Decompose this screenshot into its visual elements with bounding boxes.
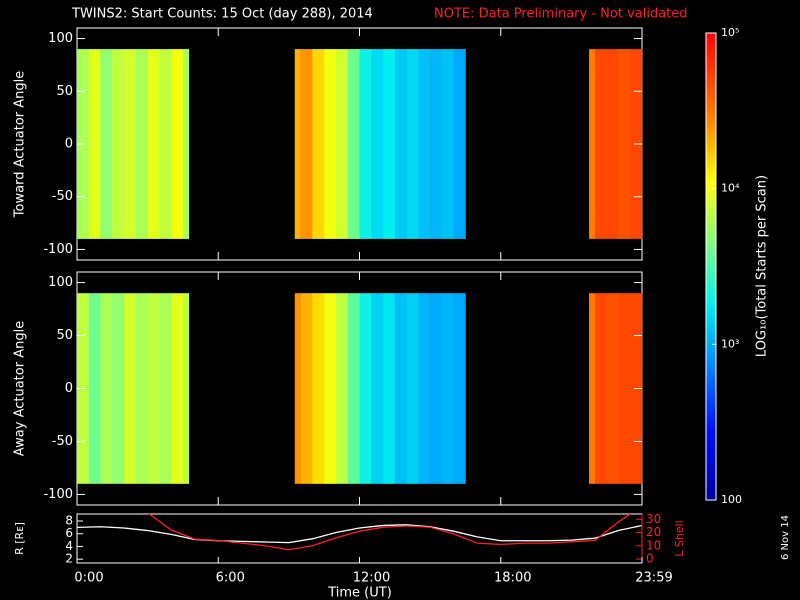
heatmap-cell	[589, 293, 596, 484]
heatmap-cell	[147, 49, 160, 239]
y-tick-label: -100	[43, 242, 73, 257]
heatmap-cell	[135, 49, 148, 239]
heatmap-cell	[347, 293, 360, 484]
heatmap-cell	[300, 49, 313, 239]
heatmap-cell	[453, 49, 466, 239]
y-tick-label: 100	[48, 31, 73, 46]
colorbar-tick-label: 100	[721, 493, 742, 506]
heatmap-cell	[418, 293, 431, 484]
y-tick-label: 0	[65, 381, 73, 396]
x-tick-label: 6:00	[216, 571, 245, 586]
heatmap-cell	[335, 293, 349, 484]
heatmap-cell	[294, 49, 301, 239]
heatmap-cell	[594, 293, 607, 484]
heatmap-cell	[371, 293, 384, 484]
heatmap-cell	[112, 293, 125, 484]
heatmap-cell	[182, 49, 190, 239]
plot-area	[77, 514, 642, 551]
heatmap-cell	[159, 49, 172, 239]
colorbar	[705, 32, 717, 501]
heatmap-cell	[441, 49, 454, 239]
y-axis-label: Away Actuator Angle	[13, 321, 28, 456]
y2-axis-label: L Shell	[673, 520, 686, 556]
heatmap-cell	[594, 49, 607, 239]
y-tick-label: 2	[65, 552, 73, 566]
heatmap-cell	[135, 293, 148, 484]
series-line	[77, 524, 642, 544]
heatmap-cell	[383, 293, 396, 484]
colorbar-label: LOG₁₀(Total Starts per Scan)	[755, 175, 770, 357]
heatmap-cell	[100, 49, 113, 239]
series-line	[148, 514, 632, 551]
heatmap-cell	[406, 49, 419, 239]
heatmap-cell	[430, 49, 443, 239]
y-axis-label: Toward Actuator Angle	[13, 71, 28, 218]
heatmap-cell	[112, 49, 125, 239]
heatmap-cell	[124, 293, 137, 484]
chart-title: TWINS2: Start Counts: 15 Oct (day 288), …	[71, 7, 373, 22]
heatmap-cell	[312, 49, 325, 239]
y-tick-label: 0	[65, 137, 73, 152]
y-tick-label: 50	[56, 328, 73, 343]
y-tick-label: 4	[65, 539, 73, 553]
x-tick-label: 0:00	[74, 571, 103, 586]
y2-tick-label: 0	[646, 552, 654, 566]
note: NOTE: Data Preliminary - Not validated	[434, 7, 688, 22]
heatmap-cell	[394, 293, 407, 484]
heatmap-cell	[294, 293, 301, 484]
colorbar-tick-label: 10³	[721, 337, 739, 350]
heatmap-cell	[312, 293, 325, 484]
heatmap-cell	[147, 293, 160, 484]
date-stamp: 6 Nov 14	[780, 515, 791, 560]
heatmap-cell	[383, 49, 396, 239]
y-tick-label: 8	[65, 514, 73, 528]
heatmap-cell	[324, 49, 337, 239]
y2-tick-label: 20	[646, 525, 661, 539]
heatmap-cell	[606, 49, 619, 239]
heatmap-cell	[100, 293, 113, 484]
heatmap-cell	[124, 49, 137, 239]
y2-tick-label: 10	[646, 538, 661, 552]
heatmap-cell	[159, 293, 172, 484]
y-tick-label: 6	[65, 526, 73, 540]
heatmap-cell	[300, 293, 313, 484]
heatmap-cell	[324, 293, 337, 484]
y-tick-label: 100	[48, 275, 73, 290]
heatmap-cell	[88, 49, 101, 239]
heatmap-cell	[618, 293, 631, 484]
heatmap-cell	[606, 293, 619, 484]
y-tick-label: -50	[52, 189, 73, 204]
x-tick-label: 18:00	[494, 571, 531, 586]
heatmap-cell	[335, 49, 349, 239]
y-tick-label: -100	[43, 487, 73, 502]
heatmap-cell	[441, 293, 454, 484]
heatmap-cell	[347, 49, 360, 239]
colorbar-tick-label: 10⁵	[721, 26, 739, 39]
heatmap-cell	[371, 49, 384, 239]
heatmap-cell	[88, 293, 101, 484]
heatmap-cell	[171, 49, 184, 239]
x-axis-label: Time (UT)	[327, 586, 392, 600]
heatmap-cell	[589, 49, 596, 239]
y-tick-label: 50	[56, 84, 73, 99]
y-axis-label: R [Rᴇ]	[13, 522, 26, 555]
heatmap-cell	[182, 293, 190, 484]
heatmap-cell	[430, 293, 443, 484]
panel-frame	[76, 513, 643, 564]
heatmap-cell	[453, 293, 466, 484]
heatmap-cell	[171, 293, 184, 484]
heatmap-cell	[394, 49, 407, 239]
heatmap-cell	[359, 293, 372, 484]
colorbar-tick-label: 10⁴	[721, 182, 740, 195]
heatmap-cell	[359, 49, 372, 239]
y-tick-label: -50	[52, 434, 73, 449]
y2-tick-label: 30	[646, 512, 661, 526]
heatmap-cell	[418, 49, 431, 239]
heatmap-cell	[618, 49, 631, 239]
x-tick-label: 23:59	[635, 571, 672, 586]
x-tick-label: 12:00	[353, 571, 390, 586]
heatmap-cell	[406, 293, 419, 484]
